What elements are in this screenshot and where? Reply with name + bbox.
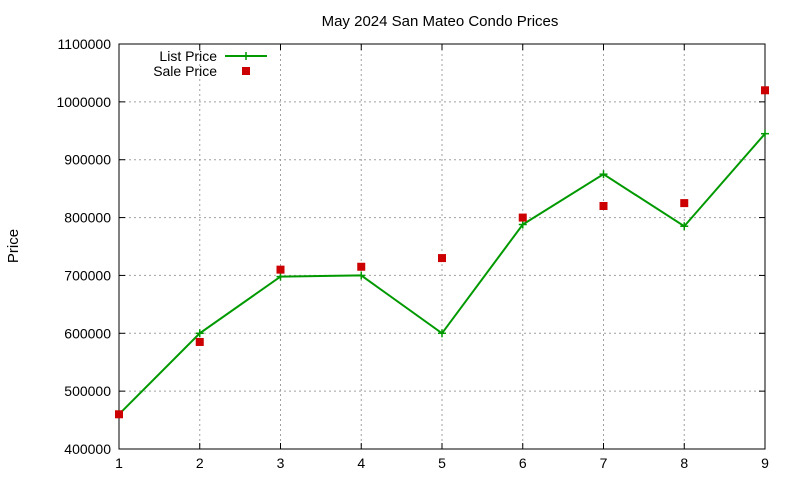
y-tick-label: 900000 (64, 152, 111, 168)
list-price-point (680, 222, 689, 231)
x-tick-label: 6 (519, 455, 527, 471)
sale-price-point (276, 265, 285, 274)
list-price-point (438, 329, 446, 338)
y-axis-label: Price (5, 229, 22, 263)
chart-title: May 2024 San Mateo Condo Prices (322, 13, 559, 30)
legend-square-marker (242, 67, 250, 75)
series-layer (115, 86, 769, 419)
sale-price-point (518, 213, 527, 222)
sale-price-point (599, 202, 608, 210)
y-tick-label: 500000 (64, 383, 111, 399)
grid-lines (119, 44, 765, 449)
x-tick-label: 4 (357, 455, 365, 471)
legend-label: Sale Price (153, 63, 217, 79)
axis-ticks: 400000 500000 600000 700000 800000 900000 1000… (56, 36, 769, 471)
sale-price-point (115, 410, 123, 419)
y-tick-label: 400000 (64, 441, 111, 457)
sale-price-point (357, 262, 366, 271)
y-tick-label: 800000 (64, 210, 111, 226)
sale-price-point (438, 254, 446, 263)
x-tick-label: 7 (600, 455, 608, 471)
x-tick-label: 1 (115, 455, 123, 471)
list-price-point (518, 220, 527, 229)
list-price-point (276, 272, 285, 281)
sale-price-point (761, 86, 769, 95)
sale-price-point (680, 199, 689, 208)
list-price-point (599, 170, 608, 179)
list-price-point (761, 129, 769, 138)
y-tick-label: 1000000 (56, 94, 111, 110)
x-tick-label: 2 (196, 455, 204, 471)
sale-price-point (195, 337, 204, 346)
x-tick-label: 5 (438, 455, 446, 471)
x-tick-label: 9 (761, 455, 769, 471)
x-tick-label: 8 (680, 455, 688, 471)
legend-plus-marker (242, 52, 250, 60)
y-tick-label: 700000 (64, 267, 111, 283)
list-price-point (195, 329, 204, 338)
legend-label: List Price (159, 48, 217, 64)
y-tick-label: 600000 (64, 325, 111, 341)
x-tick-label: 3 (277, 455, 285, 471)
list-price-point (357, 271, 366, 280)
series-sale-price (115, 86, 769, 419)
y-tick-label: 1100000 (58, 36, 112, 52)
